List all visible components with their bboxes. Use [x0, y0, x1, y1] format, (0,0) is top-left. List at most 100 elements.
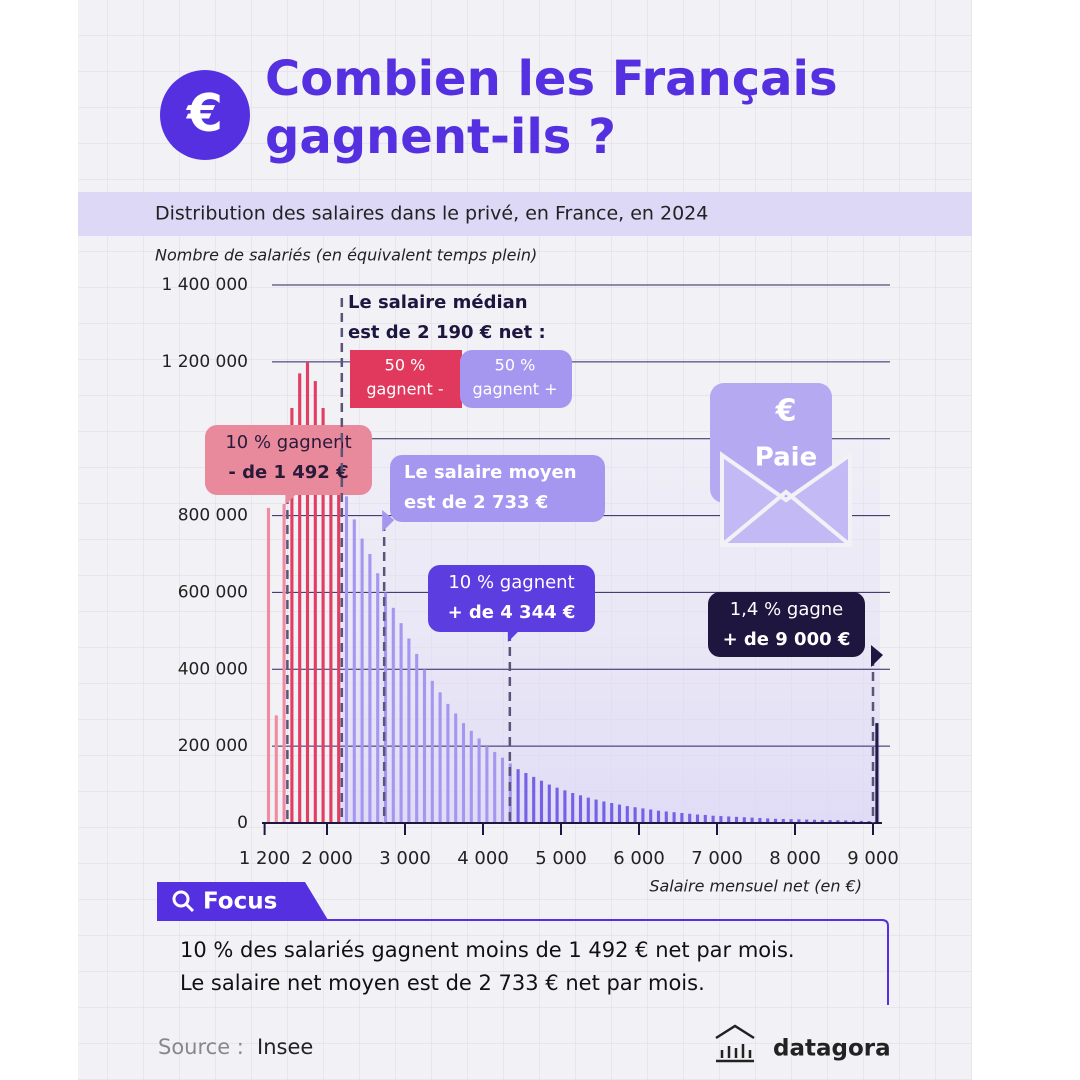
bar: [422, 669, 427, 823]
bar: [360, 538, 364, 823]
bar: [337, 477, 341, 823]
bar: [656, 810, 661, 823]
bar: [812, 819, 817, 823]
annotation-text: + de 9 000 €: [723, 629, 851, 650]
paie-icon: € Paie: [710, 383, 852, 547]
bar: [454, 713, 458, 823]
bar: [859, 820, 863, 823]
source-name: Insee: [257, 1035, 313, 1059]
x-tick-label: 8 000: [769, 848, 821, 869]
bar: [500, 757, 505, 823]
bar: [578, 795, 583, 823]
bar: [789, 819, 793, 823]
bar: [321, 407, 325, 823]
x-tick-label: 6 000: [613, 848, 665, 869]
icon-envelope: [720, 451, 852, 547]
focus-text: 10 % des salariés gagnent moins de 1 492…: [180, 938, 795, 962]
bar: [461, 723, 466, 823]
annotation-text: 1,4 % gagne: [730, 599, 844, 620]
median-split-box: [350, 350, 462, 408]
bar: [524, 773, 528, 823]
bar: [383, 592, 388, 823]
y-axis-label: Nombre de salariés (en équivalent temps …: [155, 246, 537, 265]
bar: [469, 730, 473, 823]
bar: [532, 776, 536, 823]
bar: [352, 519, 356, 823]
bar: [539, 780, 544, 823]
y-tick-label: 400 000: [178, 659, 248, 679]
annotation-text: Le salaire médian: [348, 292, 528, 313]
annotation-box: [205, 425, 372, 495]
bar: [516, 769, 520, 823]
bar: [368, 554, 372, 823]
bar: [415, 653, 419, 823]
bar: [727, 816, 731, 823]
bar: [734, 816, 739, 823]
bar: [493, 751, 497, 823]
y-tick-label: 1 200 000: [161, 352, 248, 372]
bar: [633, 807, 637, 823]
y-tick-label: 0: [237, 813, 248, 833]
bar: [298, 373, 302, 823]
bar: [781, 818, 785, 823]
bar: [313, 381, 317, 823]
median-split-box: [460, 350, 572, 408]
bar: [695, 814, 700, 823]
brand-logo: [715, 1024, 755, 1063]
subtitle-band: [78, 192, 972, 236]
bar: [617, 804, 622, 823]
median-split-text: gagnent +: [472, 380, 557, 399]
bar: [438, 692, 442, 823]
x-tick-label: 4 000: [457, 848, 509, 869]
bar: [672, 812, 676, 823]
annotation-text: 10 % gagnent: [225, 432, 351, 453]
annotation-text: + de 4 344 €: [448, 602, 576, 623]
annotation-text: est de 2 190 € net :: [348, 322, 546, 343]
bar: [290, 407, 294, 823]
bar: [407, 638, 411, 823]
bar: [594, 799, 598, 823]
focus-magnifier-handle: [184, 902, 195, 913]
bar: [664, 811, 668, 823]
bar: [329, 438, 333, 823]
bar: [836, 820, 840, 823]
bar: [703, 814, 707, 823]
bar: [766, 818, 770, 823]
y-tick-label: 600 000: [178, 582, 248, 602]
y-tick-label: 800 000: [178, 506, 248, 526]
bar: [875, 723, 879, 823]
bar: [305, 361, 310, 823]
bar: [711, 815, 715, 823]
x-tick-label: 9 000: [847, 848, 899, 869]
bar: [266, 507, 271, 823]
bar: [805, 819, 809, 823]
bar: [750, 817, 754, 823]
x-tick-label: 5 000: [535, 848, 587, 869]
bar: [555, 787, 559, 823]
bar: [391, 607, 395, 823]
bar: [446, 703, 450, 823]
bar: [742, 817, 746, 823]
median-split-text: 50 %: [385, 356, 426, 375]
y-tick-label: 200 000: [178, 736, 248, 756]
annotation-pointer: [285, 483, 298, 505]
bar: [485, 746, 489, 823]
bar: [376, 573, 380, 823]
bar: [344, 496, 349, 823]
bar: [688, 813, 692, 823]
annotation-text: - de 1 492 €: [228, 462, 348, 483]
focus-magnifier: [172, 890, 190, 908]
brand: datagora: [773, 1036, 891, 1062]
bar: [508, 763, 512, 823]
bar: [828, 820, 832, 823]
icon-label: Paie: [755, 443, 817, 473]
title-line: gagnent-ils ?: [265, 109, 616, 165]
icon-symbol: €: [775, 394, 797, 429]
bar: [602, 801, 606, 823]
annotation-box: [428, 565, 595, 632]
subtitle: Distribution des salaires dans le privé,…: [155, 203, 708, 225]
bar: [758, 818, 762, 823]
annotation-text: est de 2 733 €: [404, 492, 548, 513]
bar: [649, 809, 653, 823]
